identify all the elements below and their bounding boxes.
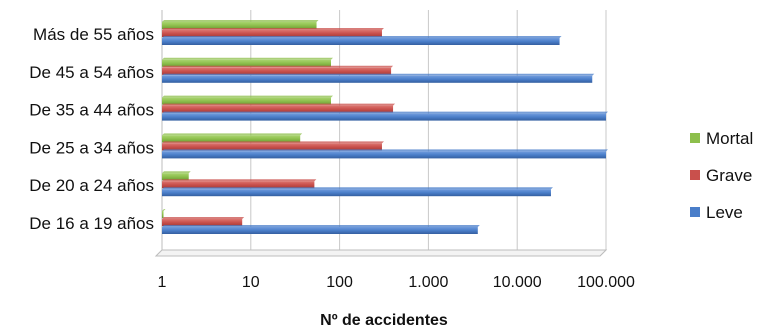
legend-swatch [690,207,700,217]
bar-rect [162,30,382,37]
bar-mortal [162,20,319,29]
bar-rect [162,59,331,67]
bar-top-face [162,209,166,211]
category-label: De 25 a 34 años [29,138,154,157]
bar-rect [162,227,478,234]
bar-top-face [162,187,553,190]
bar-grave [162,141,384,151]
bar-top-face [162,111,608,114]
bar-top-face [162,141,384,144]
x-axis-title: Nº de accidentes [320,312,448,329]
bar-rect [162,75,593,83]
category-label: De 16 a 19 años [29,214,154,233]
bar-rect [162,219,243,226]
bar-leve [162,73,595,83]
bar-rect [162,97,331,105]
legend-item-leve: Leve [690,203,743,222]
bar-leve [162,111,608,121]
bar-grave [162,65,394,75]
bar-rect [162,173,189,181]
bar-rect [162,211,164,218]
bar-top-face [162,73,595,76]
bar-mortal [162,95,333,105]
bar-mortal [162,209,166,218]
bar-top-face [162,103,396,106]
bar-top-face [162,179,317,182]
x-tick-label: 1 [158,274,167,291]
bar-rect [162,181,315,189]
bar-rect [162,38,560,45]
bar-leve [162,225,480,234]
bar-rect [162,105,394,113]
legend-item-mortal: Mortal [690,129,753,148]
x-tick-label: 10 [242,274,260,291]
bar-top-face [162,20,319,22]
category-label: Más de 55 años [33,25,154,44]
legend-label: Leve [706,203,743,222]
x-tick-label: 100.000 [577,274,635,291]
bar-rect [162,67,392,75]
category-label: De 45 a 54 años [29,63,154,82]
bar-top-face [162,65,394,68]
category-label: De 35 a 44 años [29,101,154,120]
bar-rect [162,189,551,197]
bar-top-face [162,95,333,98]
bars [162,20,608,234]
x-tick-labels: 1 10 100 1.000 10.000 100.000 [158,274,635,291]
bar-grave [162,217,245,226]
bar-rect [162,135,301,143]
bar-rect [162,151,606,159]
category-label: De 20 a 24 años [29,176,154,195]
bar-mortal [162,133,303,143]
x-tick-label: 100 [326,274,353,291]
legend-label: Mortal [706,129,753,148]
bar-leve [162,149,608,159]
category-labels: De 16 a 19 años De 20 a 24 años De 25 a 34… [29,25,154,233]
axis-floor [154,249,608,257]
bar-rect [162,22,317,29]
bar-rect [162,113,606,121]
bar-grave [162,103,396,113]
x-tick-label: 10.000 [493,274,542,291]
bar-top-face [162,225,480,227]
bar-top-face [162,133,303,136]
legend-item-grave: Grave [690,166,752,185]
bar-top-face [162,171,191,174]
legend: Mortal Grave Leve [690,129,753,222]
axis [154,10,608,257]
bar-grave [162,179,317,189]
bar-top-face [162,217,245,219]
bar-rect [162,143,382,151]
bar-top-face [162,36,562,38]
bar-mortal [162,57,333,67]
bar-leve [162,187,553,197]
bar-leve [162,36,562,45]
legend-label: Grave [706,166,752,185]
bar-top-face [162,149,608,152]
legend-swatch [690,133,700,143]
bar-grave [162,28,384,37]
bar-top-face [162,57,333,60]
bar-mortal [162,171,191,181]
x-tick-label: 1.000 [408,274,448,291]
bar-top-face [162,28,384,30]
legend-swatch [690,170,700,180]
